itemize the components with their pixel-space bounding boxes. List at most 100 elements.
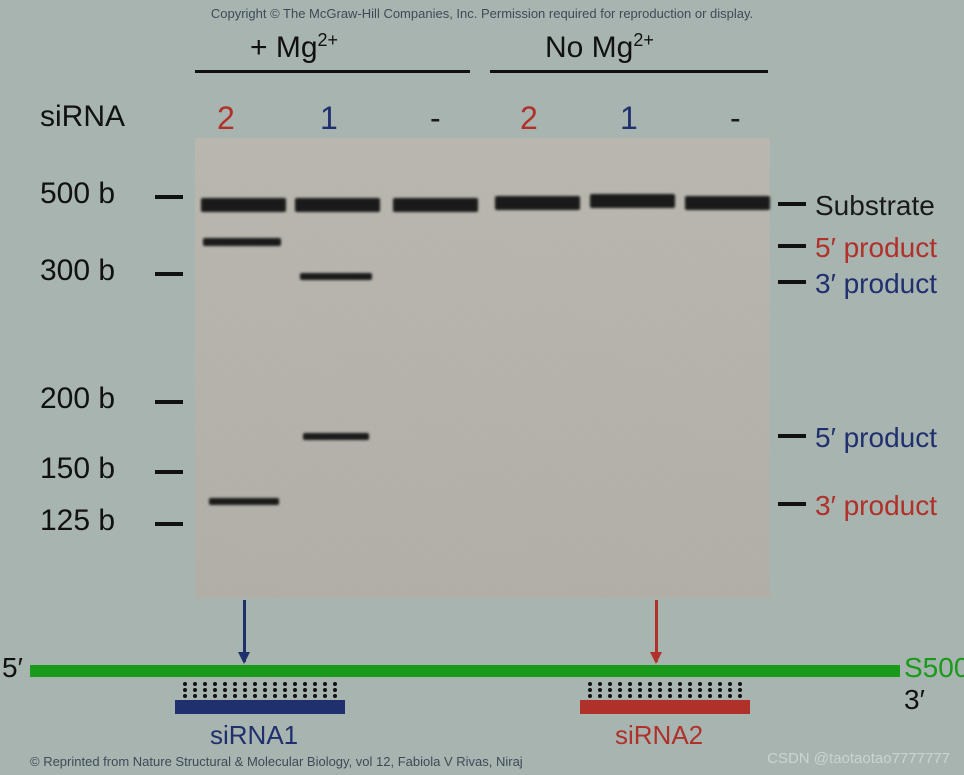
size-marker-tick-1: [155, 272, 183, 276]
sirna-dot: [193, 682, 197, 686]
gel-band-7: [300, 273, 372, 280]
lane-label-4: 1: [620, 100, 638, 137]
sirna-dot: [598, 694, 602, 698]
sirna-row-label: siRNA: [40, 100, 125, 134]
sirna-dot: [293, 688, 297, 692]
sirna-dot: [738, 682, 742, 686]
gel-band-4: [590, 194, 675, 208]
sirna-dot: [618, 682, 622, 686]
sirna-dot: [223, 694, 227, 698]
condition-left-underline: [195, 70, 470, 73]
lane-label-2: -: [430, 100, 441, 137]
sirna-dot: [333, 694, 337, 698]
sirna-dot: [333, 688, 337, 692]
sirna-dot: [728, 694, 732, 698]
gel-band-6: [203, 238, 281, 246]
sirna-dot: [708, 694, 712, 698]
sirna-dot: [718, 682, 722, 686]
sirna-dot: [313, 688, 317, 692]
sirna-dot: [678, 688, 682, 692]
sirna-dot: [313, 694, 317, 698]
sirna-dot: [588, 682, 592, 686]
sirna-dot: [193, 694, 197, 698]
reprint-text: © Reprinted from Nature Structural & Mol…: [30, 754, 523, 769]
sirna-dot: [638, 688, 642, 692]
size-marker-tick-4: [155, 522, 183, 526]
sirna-dot: [658, 682, 662, 686]
arrow-1: [655, 600, 658, 662]
size-marker-tick-0: [155, 195, 183, 199]
sirna-dot: [708, 682, 712, 686]
sirna-dot: [688, 682, 692, 686]
size-marker-2: 200 b: [40, 382, 115, 416]
sirna-dot: [233, 682, 237, 686]
sirna-dot: [243, 688, 247, 692]
gel-band-8: [303, 433, 369, 440]
right-label-0: Substrate: [815, 190, 935, 222]
right-label-1: 5′ product: [815, 232, 937, 264]
condition-left: + Mg2+: [250, 30, 338, 65]
sirna-dot: [333, 682, 337, 686]
gel-band-3: [495, 196, 580, 210]
sirna-dot: [283, 688, 287, 692]
sirna-dot: [598, 688, 602, 692]
sirna-dot: [658, 688, 662, 692]
sirna-dot: [253, 682, 257, 686]
sirna-dot: [698, 688, 702, 692]
sirna-dot: [253, 688, 257, 692]
sirna-dot: [618, 694, 622, 698]
watermark-text: CSDN @taotaotao7777777: [767, 750, 950, 767]
size-marker-tick-3: [155, 470, 183, 474]
sirna-dot: [223, 688, 227, 692]
size-marker-tick-2: [155, 400, 183, 404]
sirna-dot: [193, 688, 197, 692]
sirna-dot: [283, 694, 287, 698]
gel-band-9: [209, 498, 279, 505]
sirna-dot: [738, 694, 742, 698]
arrow-0: [243, 600, 246, 662]
sirna-dot: [678, 682, 682, 686]
lane-label-5: -: [730, 100, 741, 137]
right-tick-1: [778, 244, 806, 248]
sirna-dot: [628, 682, 632, 686]
sirna-dot: [628, 694, 632, 698]
size-marker-4: 125 b: [40, 504, 115, 538]
size-marker-0: 500 b: [40, 177, 115, 211]
sirna-dot: [233, 688, 237, 692]
right-tick-2: [778, 280, 806, 284]
sirna-dot: [628, 688, 632, 692]
sirna-dot: [293, 682, 297, 686]
gel-image: [195, 138, 770, 598]
lane-label-3: 2: [520, 100, 538, 137]
size-marker-1: 300 b: [40, 254, 115, 288]
gel-band-0: [201, 198, 286, 212]
sirna-dot: [273, 694, 277, 698]
sirna-dot: [273, 682, 277, 686]
sirna-dot: [223, 682, 227, 686]
sirna-dot: [243, 694, 247, 698]
sirna-dot: [303, 694, 307, 698]
sirna-block-1: [580, 700, 750, 714]
sirna-dot: [678, 694, 682, 698]
sirna-dot: [738, 688, 742, 692]
gel-band-5: [685, 196, 770, 210]
gel-band-1: [295, 198, 380, 212]
sirna-dot: [718, 694, 722, 698]
sirna-dot: [293, 694, 297, 698]
sirna-dot: [323, 688, 327, 692]
sirna-dot: [698, 682, 702, 686]
sirna-block-label-0: siRNA1: [210, 720, 298, 751]
sirna-dot: [708, 688, 712, 692]
sirna-dot: [648, 694, 652, 698]
gel-band-2: [393, 198, 478, 212]
sirna-dot: [608, 694, 612, 698]
right-label-4: 3′ product: [815, 490, 937, 522]
sirna-dot: [303, 682, 307, 686]
sirna-dot: [608, 682, 612, 686]
sirna-dot: [688, 694, 692, 698]
lane-label-1: 1: [320, 100, 338, 137]
right-tick-0: [778, 202, 806, 206]
size-marker-3: 150 b: [40, 452, 115, 486]
condition-right: No Mg2+: [545, 30, 654, 65]
sirna-dot: [213, 694, 217, 698]
